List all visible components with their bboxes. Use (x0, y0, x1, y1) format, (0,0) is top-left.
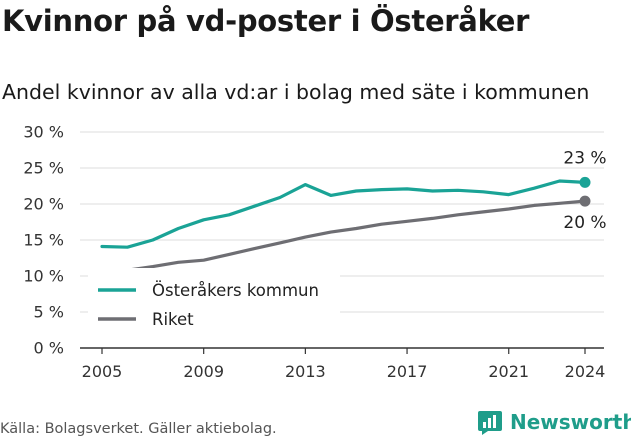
y-tick-label: 0 % (34, 339, 64, 358)
series-lines: 23 % 20 % (100, 148, 607, 275)
y-axis-tick-labels: 0 % 5 % 10 % 15 % 20 % 25 % 30 % (23, 123, 64, 358)
x-tick-label: 2005 (82, 362, 123, 381)
y-tick-label: 30 % (23, 123, 64, 142)
series-end-point-1 (579, 195, 591, 207)
series-end-point-0 (579, 176, 591, 188)
x-tick-label: 2009 (183, 362, 224, 381)
y-tick-label: 20 % (23, 195, 64, 214)
x-tick-label: 2017 (387, 362, 428, 381)
legend: Österåkers kommun Riket (88, 268, 340, 332)
legend-background (88, 268, 340, 332)
line-chart: 0 %5 %10 %15 %20 %25 %30 % 2005 2009 2013 2… (23, 123, 607, 382)
y-tick-label: 15 % (23, 231, 64, 250)
newsworthy-logo-icon (478, 411, 502, 435)
series-end-label-1: 20 % (563, 213, 606, 233)
series-line-0 (100, 179, 587, 249)
x-tick-label: 2021 (488, 362, 529, 381)
legend-label-0: Österåkers kommun (152, 281, 319, 300)
source-note: Källa: Bolagsverket. Gäller aktiebolag. (0, 421, 277, 437)
legend-label-1: Riket (152, 310, 194, 329)
x-tick-label: 2013 (285, 362, 326, 381)
y-tick-label: 25 % (23, 159, 64, 178)
newsworthy-brand[interactable]: Newsworthy (476, 407, 631, 437)
series-end-label-0: 23 % (563, 148, 606, 168)
chart-subtitle: Andel kvinnor av alla vd:ar i bolag med … (2, 80, 590, 104)
newsworthy-brand-name: Newsworthy (510, 410, 631, 434)
chart-title: Kvinnor på vd-poster i Österåker (2, 4, 530, 38)
y-tick-label: 10 % (23, 267, 64, 286)
x-axis: 2005 2009 2013 2017 2021 2024 (80, 347, 606, 381)
series-line-1 (100, 199, 587, 275)
x-tick-label: 2024 (565, 362, 606, 381)
y-tick-label: 5 % (34, 303, 64, 322)
